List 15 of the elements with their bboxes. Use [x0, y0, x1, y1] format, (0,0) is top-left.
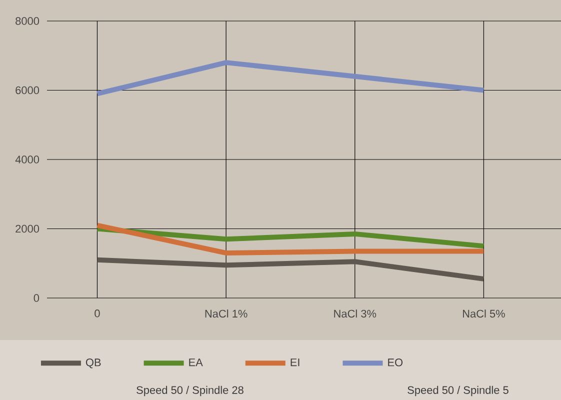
text: Speed 50 / Spindle 5: [408, 386, 508, 396]
text: Speed 50 / Spindle 28: [136, 386, 244, 396]
x-tick-label: 0: [94, 310, 100, 318]
y-tick-label: 4000: [15, 156, 40, 164]
legend-label: EO: [388, 358, 403, 366]
legend-label: EA: [189, 358, 203, 366]
legend-label: EI: [290, 358, 300, 366]
x-tick-label: NaCl 1%: [205, 310, 248, 318]
y-tick-label: 2000: [16, 224, 40, 233]
y-tick-label: 6000: [16, 86, 40, 94]
legend-label: QB: [86, 358, 101, 368]
x-tick-label: NaCl 5%: [463, 310, 505, 318]
y-tick-label: 8000: [16, 17, 40, 25]
x-tick-label: NaCl 3%: [334, 310, 376, 318]
y-tick-label: 0: [34, 294, 40, 302]
